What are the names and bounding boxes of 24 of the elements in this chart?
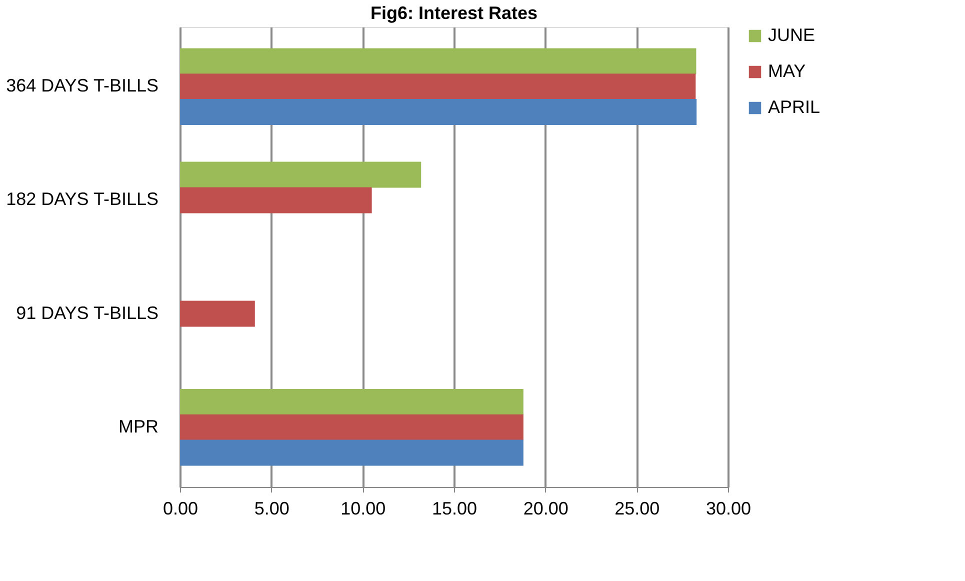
x-tick-label: 15.00 — [432, 498, 478, 518]
bar — [180, 162, 422, 188]
x-tick-label: 30.00 — [706, 498, 752, 518]
legend-label: JUNE — [768, 25, 816, 45]
legend-label: MAY — [768, 61, 806, 81]
bar — [180, 74, 696, 100]
y-tick-label: 91 DAYS T-BILLS — [16, 302, 158, 323]
bar — [180, 187, 372, 214]
bar — [180, 440, 524, 466]
x-tick-label: 20.00 — [523, 498, 568, 518]
x-tick-label: 5.00 — [254, 498, 290, 518]
chart-title: Fig6: Interest Rates — [370, 3, 538, 23]
x-tick-label: 10.00 — [340, 498, 386, 518]
legend-label: APRIL — [768, 97, 820, 117]
bar — [180, 99, 697, 126]
bar — [180, 414, 524, 440]
y-tick-label: 364 DAYS T-BILLS — [6, 76, 158, 96]
bar — [180, 300, 255, 327]
bar — [180, 48, 696, 74]
x-tick-label: 0.00 — [162, 498, 198, 518]
y-tick-label: 182 DAYS T-BILLS — [6, 189, 158, 210]
x-tick-label: 25.00 — [614, 498, 660, 518]
bar — [180, 388, 524, 415]
y-tick-label: MPR — [118, 416, 158, 436]
